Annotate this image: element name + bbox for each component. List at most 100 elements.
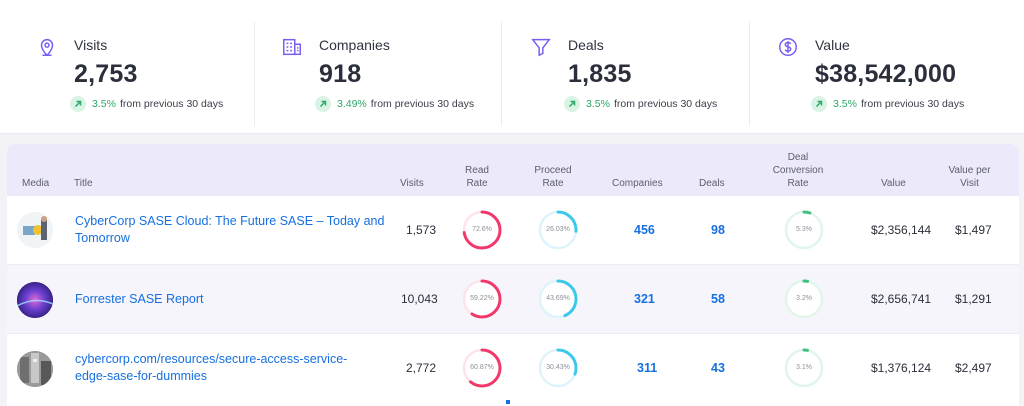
header-text: Proceed [534,165,572,176]
companies-link[interactable]: 456 [634,223,655,237]
deals-link[interactable]: 58 [711,292,725,306]
value-per-visit: $1,497 [955,223,992,237]
divider [254,22,255,126]
stat-change-text: from previous 30 days [370,98,475,110]
divider [749,22,750,126]
read-rate-value: 72.6% [472,226,492,233]
header-text: Read [465,165,489,176]
media-thumbnail[interactable] [17,351,53,387]
header-text: Rate [787,178,809,189]
ring-progress-arc [462,210,502,250]
header-text: Rate [542,178,564,189]
table-row[interactable]: CyberCorp SASE Cloud: The Future SASE – … [7,196,1019,265]
ring-progress-arc [462,279,502,319]
header-proceed-rate[interactable]: Proceed Rate [523,164,583,190]
ring-progress-arc [538,279,578,319]
stat-companies: Companies 918 3.49% from previous 30 day… [281,22,511,128]
stat-value: 1,835 [568,60,632,88]
header-deal-conversion-rate[interactable]: Deal Conversion Rate [763,151,833,190]
stat-change: 3.5% from previous 30 days [564,96,717,112]
building-icon [281,36,303,58]
row-title-link[interactable]: CyberCorp SASE Cloud: The Future SASE – … [75,213,397,247]
stat-change: 3.49% from previous 30 days [315,96,474,112]
media-thumbnail[interactable] [17,282,53,318]
content-table: Media Title Visits Read Rate Proceed Rat… [7,144,1019,406]
ring-progress-arc [538,210,578,250]
stat-change-text: from previous 30 days [860,98,965,110]
stat-change-text: from previous 30 days [613,98,718,110]
title-line: CyberCorp SASE Cloud: The Future SASE – … [75,214,385,228]
stat-visits: Visits 2,753 3.5% from previous 30 days [36,22,266,128]
value-per-visit: $1,291 [955,292,992,306]
header-read-rate[interactable]: Read Rate [447,164,507,190]
arrow-up-right-icon [811,96,827,112]
header-value-per-visit[interactable]: Value per Visit [942,164,997,190]
stat-value: 2,753 [74,60,138,88]
media-thumbnail[interactable] [17,212,53,248]
dollar-circle-icon [777,36,799,58]
title-line: Forrester SASE Report [75,292,204,306]
title-line: edge-sase-for-dummies [75,369,207,383]
table-row[interactable]: Forrester SASE Report 10,043 59.22% 43.6… [7,265,1019,334]
proceed-rate-ring: 43.69% [537,278,579,320]
header-visits[interactable]: Visits [400,178,424,189]
conversion-rate-value: 5.3% [796,226,812,233]
stat-change: 3.5% from previous 30 days [70,96,223,112]
stat-label: Companies [319,37,390,53]
ring-progress-arc [462,348,502,388]
stat-change-percent: 3.49% [337,98,367,110]
stat-deals: Deals 1,835 3.5% from previous 30 days [530,22,760,128]
proceed-rate-value: 30.43% [546,364,570,371]
stat-label: Deals [568,37,604,53]
read-rate-ring: 60.87% [461,347,503,389]
ring-progress-arc [784,210,824,250]
proceed-rate-ring: 30.43% [537,347,579,389]
title-line: Tomorrow [75,231,130,245]
proceed-rate-ring: 26.03% [537,209,579,251]
divider [501,22,502,126]
row-title-link[interactable]: Forrester SASE Report [75,291,397,308]
read-rate-ring: 72.6% [461,209,503,251]
visits-value: 1,573 [406,223,437,237]
stat-value: 918 [319,60,362,88]
arrow-up-right-icon [315,96,331,112]
companies-link[interactable]: 311 [637,361,658,375]
companies-link[interactable]: 321 [634,292,655,306]
header-text: Conversion [772,165,824,176]
stat-change-percent: 3.5% [92,98,116,110]
conversion-rate-value: 3.1% [796,364,812,371]
header-companies[interactable]: Companies [612,178,663,189]
location-pin-icon [36,36,58,58]
stat-label: Value [815,37,850,53]
header-text: Deal [787,152,809,163]
ring-progress-arc [538,348,578,388]
conversion-rate-ring: 5.3% [783,209,825,251]
header-deals[interactable]: Deals [699,178,725,189]
value-amount: $2,656,741 [871,292,932,306]
table-row[interactable]: cybercorp.com/resources/secure-access-se… [7,334,1019,403]
header-title[interactable]: Title [74,178,93,189]
arrow-up-right-icon [564,96,580,112]
ring-progress-arc [784,348,824,388]
deals-link[interactable]: 98 [711,223,725,237]
conversion-rate-value: 3.2% [796,295,812,302]
conversion-rate-ring: 3.1% [783,347,825,389]
stat-value: $38,542,000 [815,60,957,88]
header-text: Value per [948,165,991,176]
stat-label: Visits [74,37,108,53]
header-value[interactable]: Value [881,178,906,189]
stat-change: 3.5% from previous 30 days [811,96,964,112]
visits-value: 10,043 [401,292,438,306]
value-per-visit: $2,497 [955,361,992,375]
value-amount: $1,376,124 [871,361,932,375]
read-rate-ring: 59.22% [461,278,503,320]
arrow-up-right-icon [70,96,86,112]
header-media[interactable]: Media [22,178,50,189]
read-rate-value: 60.87% [470,364,494,371]
row-title-link[interactable]: cybercorp.com/resources/secure-access-se… [75,351,397,385]
header-text: Rate [466,178,488,189]
stat-change-text: from previous 30 days [119,98,224,110]
proceed-rate-value: 26.03% [546,226,570,233]
deals-link[interactable]: 43 [711,361,725,375]
value-amount: $2,356,144 [871,223,932,237]
